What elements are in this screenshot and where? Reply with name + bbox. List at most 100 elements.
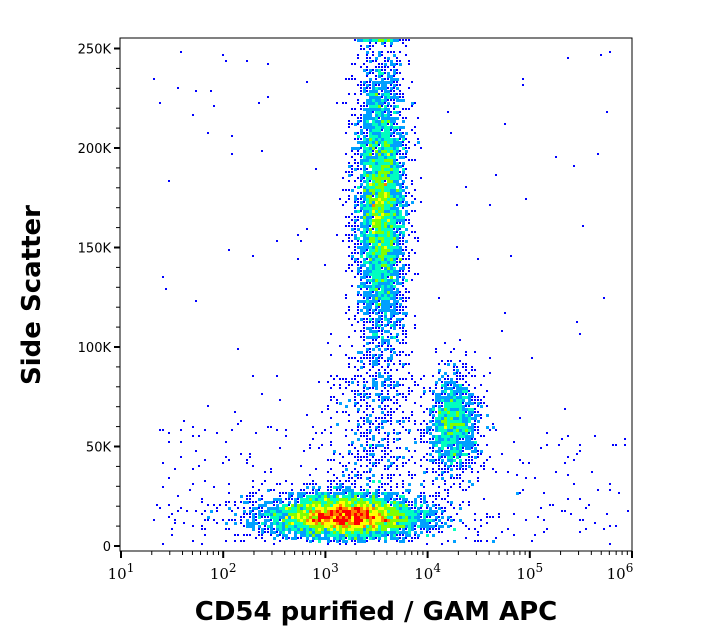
- data-point: [399, 360, 401, 362]
- data-point: [345, 189, 347, 191]
- data-point: [378, 363, 380, 365]
- data-point: [381, 351, 383, 353]
- data-point: [393, 66, 395, 68]
- data-point: [390, 90, 392, 92]
- data-point: [378, 507, 381, 510]
- data-point: [378, 426, 380, 428]
- data-point: [363, 522, 366, 525]
- data-point: [366, 126, 369, 129]
- data-point: [291, 513, 294, 516]
- data-point: [330, 534, 333, 537]
- data-point: [414, 531, 417, 534]
- data-point: [357, 453, 359, 455]
- data-point: [342, 504, 345, 507]
- data-point: [390, 309, 393, 312]
- data-point: [399, 513, 402, 516]
- data-point: [378, 342, 380, 344]
- data-point: [279, 525, 282, 528]
- data-point: [462, 441, 465, 444]
- data-point: [447, 525, 450, 528]
- data-point: [366, 168, 368, 170]
- data-point: [261, 150, 263, 152]
- data-point: [387, 150, 390, 153]
- data-point: [378, 396, 380, 398]
- data-point: [396, 60, 398, 62]
- data-point: [363, 507, 366, 510]
- data-point: [339, 525, 342, 528]
- data-point: [369, 39, 372, 42]
- data-point: [372, 162, 375, 165]
- data-point: [384, 174, 387, 177]
- data-point: [321, 537, 324, 540]
- data-point: [369, 252, 372, 255]
- data-point: [369, 219, 372, 222]
- data-point: [348, 507, 351, 510]
- data-point: [453, 348, 455, 350]
- data-point: [408, 474, 410, 476]
- data-point: [357, 57, 359, 59]
- data-point: [384, 300, 387, 303]
- data-point: [393, 132, 395, 134]
- data-point: [357, 165, 359, 167]
- data-point: [279, 513, 282, 516]
- data-point: [264, 519, 267, 522]
- data-point: [462, 429, 465, 432]
- data-point: [360, 351, 363, 354]
- data-point: [381, 279, 384, 282]
- data-point: [402, 492, 404, 494]
- data-point: [393, 462, 395, 464]
- data-point: [375, 186, 378, 189]
- data-point: [369, 507, 372, 510]
- data-point: [357, 309, 359, 311]
- data-point: [369, 516, 372, 519]
- data-point: [390, 213, 393, 216]
- data-point: [390, 495, 393, 498]
- data-point: [348, 516, 351, 519]
- data-point: [387, 51, 389, 53]
- data-point: [366, 135, 368, 137]
- data-point: [369, 153, 372, 156]
- data-point: [375, 489, 378, 492]
- data-point: [381, 315, 383, 317]
- data-point: [420, 492, 422, 494]
- data-point: [366, 489, 369, 492]
- data-point: [381, 330, 383, 332]
- data-point: [378, 240, 381, 243]
- data-point: [312, 492, 314, 494]
- data-point: [378, 444, 381, 447]
- data-point: [369, 198, 372, 201]
- data-point: [435, 384, 437, 386]
- data-point: [369, 225, 371, 227]
- data-point: [315, 531, 318, 534]
- data-point: [159, 507, 161, 509]
- data-point: [576, 321, 578, 323]
- data-point: [192, 426, 194, 428]
- data-point: [363, 198, 366, 201]
- data-point: [297, 522, 300, 525]
- data-point: [390, 519, 393, 522]
- data-point: [456, 426, 459, 429]
- data-point: [387, 522, 390, 525]
- data-point: [432, 468, 434, 470]
- data-point: [375, 417, 377, 419]
- data-point: [327, 381, 329, 383]
- data-point: [297, 519, 300, 522]
- data-point: [447, 519, 449, 521]
- data-point: [369, 42, 371, 44]
- data-point: [387, 342, 390, 345]
- data-point: [438, 516, 440, 518]
- data-point: [450, 402, 453, 405]
- data-point: [357, 510, 360, 513]
- data-point: [363, 216, 366, 219]
- data-point: [378, 303, 381, 306]
- data-point: [402, 207, 404, 209]
- data-point: [234, 411, 236, 413]
- data-point: [390, 135, 392, 137]
- data-point: [285, 534, 288, 537]
- data-point: [372, 108, 375, 111]
- data-point: [387, 276, 389, 278]
- data-point: [393, 177, 396, 180]
- data-point: [399, 342, 401, 344]
- data-point: [336, 525, 339, 528]
- data-point: [402, 378, 404, 380]
